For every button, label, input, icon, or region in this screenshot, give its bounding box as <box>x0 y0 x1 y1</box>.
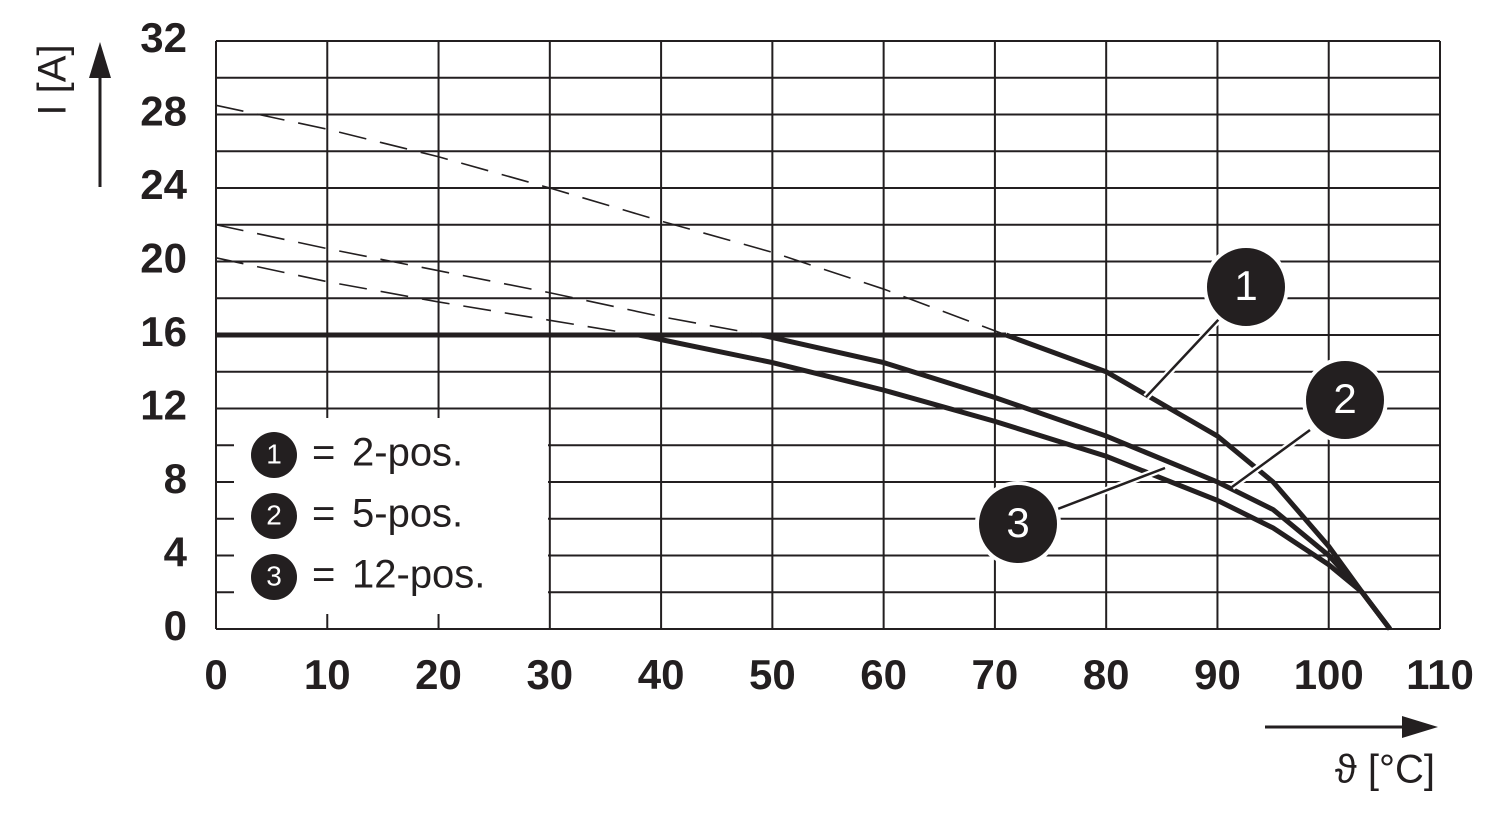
y-tick-label: 20 <box>140 235 187 282</box>
y-tick-label: 16 <box>140 308 187 355</box>
y-tick-label: 32 <box>140 14 187 61</box>
legend-marker <box>251 493 297 539</box>
legend-equals: = <box>312 431 335 475</box>
x-axis-arrowhead <box>1402 716 1438 738</box>
y-axis-label: I [A] <box>31 44 75 115</box>
callout-label: 2 <box>1333 375 1356 422</box>
x-tick-label: 0 <box>204 651 227 698</box>
legend-marker-label: 2 <box>266 499 282 530</box>
legend-marker <box>251 554 297 600</box>
x-tick-label: 50 <box>749 651 796 698</box>
legend-marker-label: 3 <box>266 560 282 591</box>
y-tick-label: 12 <box>140 382 187 429</box>
x-axis-label: ϑ [°C] <box>1335 748 1435 792</box>
x-tick-label: 110 <box>1406 651 1474 698</box>
x-tick-label: 70 <box>972 651 1019 698</box>
callout-leader <box>1054 466 1166 512</box>
callout-leader <box>1145 317 1221 398</box>
x-tick-label: 10 <box>304 651 351 698</box>
legend-label: 12-pos. <box>352 553 485 597</box>
callout-label: 3 <box>1006 499 1029 546</box>
legend-label: 2-pos. <box>352 431 463 475</box>
y-tick-label: 8 <box>164 455 187 502</box>
series-line <box>638 332 1392 631</box>
legend-label: 5-pos. <box>352 492 463 536</box>
legend-equals: = <box>312 492 335 536</box>
y-axis-arrowhead <box>89 42 111 78</box>
x-tick-label: 100 <box>1294 651 1364 698</box>
y-tick-label: 0 <box>164 602 187 649</box>
x-tick-label: 40 <box>638 651 685 698</box>
series-dashed-line <box>215 104 1007 336</box>
y-tick-label: 28 <box>140 88 187 135</box>
callout-circle <box>1302 357 1388 443</box>
callout-leader <box>1231 428 1311 489</box>
series-dashed-line <box>215 223 762 336</box>
y-tick-label: 24 <box>140 161 187 208</box>
legend-marker <box>251 432 297 478</box>
x-tick-label: 30 <box>526 651 573 698</box>
callout-label: 1 <box>1234 262 1257 309</box>
y-tick-label: 4 <box>164 529 188 576</box>
callout-circle <box>975 481 1061 567</box>
callout-circle <box>1203 244 1289 330</box>
x-tick-label: 60 <box>860 651 907 698</box>
legend-marker-label: 1 <box>266 438 282 469</box>
series-dashed-line <box>215 257 639 336</box>
legend-equals: = <box>312 553 335 597</box>
x-tick-label: 20 <box>415 651 462 698</box>
x-tick-label: 80 <box>1083 651 1130 698</box>
x-tick-label: 90 <box>1194 651 1241 698</box>
